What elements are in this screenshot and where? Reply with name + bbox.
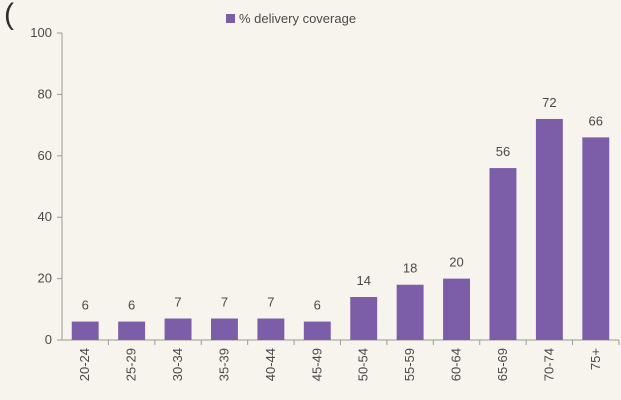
- data-label: 14: [356, 273, 370, 288]
- bar-60-64: [443, 278, 471, 340]
- bar-35-39: [210, 318, 238, 340]
- legend: % delivery coverage: [226, 11, 356, 26]
- bar-30-34: [164, 318, 192, 340]
- data-label: 6: [314, 298, 321, 313]
- data-label: 20: [449, 255, 463, 270]
- x-tick-label: 45-49: [309, 348, 324, 381]
- x-tick-label: 70-74: [541, 348, 556, 381]
- x-tick-label: 65-69: [495, 348, 510, 381]
- bars: [71, 118, 610, 341]
- x-axis: 20-24 25-29 30-34 35-39 40-44 45-49 50-54 55-59…: [62, 339, 620, 381]
- bar-45-49: [303, 321, 331, 340]
- x-tick-label: 20-24: [77, 348, 92, 381]
- y-axis: 0 20 40 60 80 100: [30, 25, 63, 347]
- y-tick-label: 40: [38, 209, 52, 224]
- y-tick-label: 0: [45, 332, 52, 347]
- y-tick-label: 60: [38, 148, 52, 163]
- bar-65-69: [489, 168, 517, 340]
- x-tick-label: 35-39: [216, 348, 231, 381]
- bar-75+: [582, 137, 610, 340]
- y-tick-label: 20: [38, 271, 52, 286]
- bar-50-54: [350, 297, 378, 340]
- data-label: 7: [267, 295, 274, 310]
- data-label: 6: [128, 298, 135, 313]
- data-label: 7: [221, 295, 228, 310]
- legend-label: % delivery coverage: [239, 11, 356, 26]
- x-tick-label: 75+: [588, 348, 603, 370]
- x-tick-label: 55-59: [402, 348, 417, 381]
- bar-55-59: [396, 284, 424, 340]
- x-tick-label: 40-44: [263, 348, 278, 381]
- bar-25-29: [118, 321, 146, 340]
- chart-title-fragment: (: [4, 0, 14, 31]
- data-label: 56: [496, 144, 510, 159]
- data-label: 7: [174, 295, 181, 310]
- bar-40-44: [257, 318, 285, 340]
- x-tick-label: 25-29: [124, 348, 139, 381]
- data-label: 66: [589, 113, 603, 128]
- bar-70-74: [535, 118, 563, 341]
- legend-swatch: [226, 14, 235, 23]
- x-tick-label: 50-54: [356, 348, 371, 381]
- x-tick-label: 60-64: [449, 348, 464, 381]
- x-tick-label: 30-34: [170, 348, 185, 381]
- data-label: 18: [403, 261, 417, 276]
- y-tick-label: 100: [30, 25, 52, 40]
- y-tick-label: 80: [38, 86, 52, 101]
- data-label: 6: [82, 298, 89, 313]
- bar-20-24: [71, 321, 99, 340]
- data-label: 72: [542, 95, 556, 110]
